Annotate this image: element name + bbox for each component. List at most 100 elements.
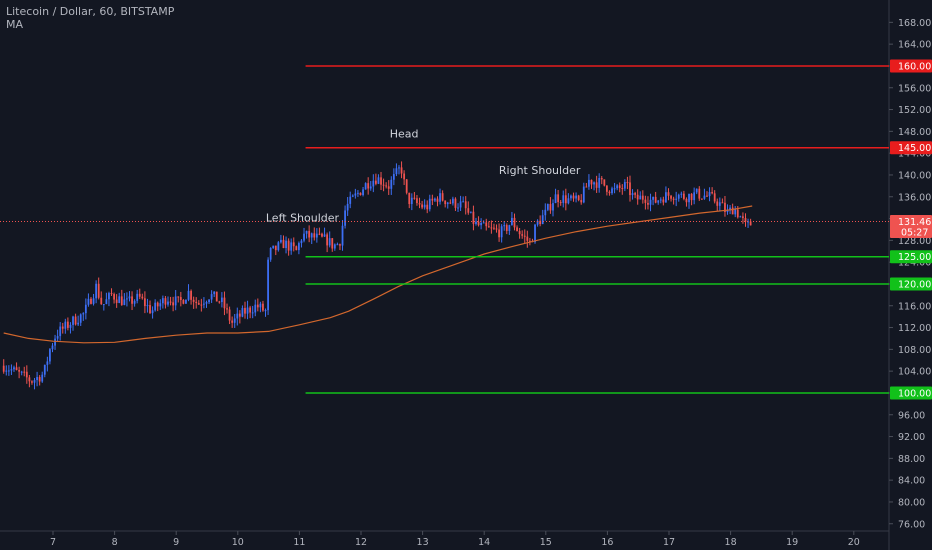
candle (205, 300, 208, 308)
level-label-bg (890, 141, 932, 155)
candle-body (149, 305, 151, 314)
candle (7, 365, 10, 376)
candle (392, 168, 395, 186)
candle-body (475, 221, 477, 224)
candle (493, 223, 495, 231)
candle (564, 188, 567, 211)
candle (154, 299, 157, 312)
candles (2, 161, 752, 390)
candle-body (102, 304, 105, 306)
time-tick-label: 10 (232, 537, 244, 548)
candle (575, 192, 577, 203)
candle-body (267, 259, 269, 311)
candle (444, 200, 447, 208)
candle (218, 300, 221, 304)
candle (711, 187, 714, 195)
candle-body (390, 179, 393, 189)
indicator-label: MA (6, 18, 24, 31)
candle-body (711, 192, 714, 194)
candle-body (464, 201, 467, 209)
candle-body (647, 202, 649, 205)
candle-body (595, 182, 598, 188)
candle (310, 232, 313, 245)
candle-body (223, 297, 226, 309)
candle-body (672, 198, 675, 200)
candle (31, 380, 33, 385)
candle (706, 191, 708, 198)
candle-body (744, 218, 747, 222)
candle-body (303, 233, 305, 241)
candle-body (313, 233, 316, 238)
candle-body (600, 177, 603, 180)
candle (290, 238, 293, 255)
candle-body (421, 204, 423, 208)
candle-body (554, 194, 557, 204)
candle (46, 356, 49, 372)
pattern-annotation: Right Shoulder (499, 164, 581, 177)
candle-body (51, 345, 54, 350)
candle (475, 217, 477, 226)
candle (526, 230, 529, 248)
candle-body (611, 188, 613, 194)
candle (10, 364, 13, 375)
candle (285, 236, 287, 254)
candle (300, 239, 303, 248)
candle-body (485, 222, 488, 227)
candle-body (97, 283, 100, 298)
candle (441, 190, 444, 202)
candle-body (713, 193, 716, 202)
candle (272, 245, 275, 249)
candle (557, 190, 560, 208)
candle (721, 198, 724, 204)
price-tick-label: 104.00 (898, 367, 931, 378)
candle-body (300, 240, 303, 244)
candle (156, 301, 159, 312)
candle-body (226, 308, 228, 310)
candle (408, 192, 411, 209)
price-tick-label: 136.00 (898, 192, 931, 203)
candle-body (54, 338, 56, 346)
candle-body (688, 193, 690, 203)
candle (451, 196, 454, 206)
candle-body (84, 304, 87, 314)
candle (128, 291, 131, 302)
candle (102, 304, 105, 311)
candle-body (292, 242, 295, 247)
candle (295, 245, 298, 251)
candle-body (269, 247, 272, 260)
candle-body (241, 307, 244, 317)
candle-body (382, 184, 385, 186)
candle (544, 203, 547, 221)
candle (36, 371, 38, 387)
level-label: 160.00 (898, 61, 931, 72)
candle-body (369, 186, 372, 189)
candle (536, 219, 539, 227)
candle-body (439, 193, 441, 202)
candle (123, 293, 126, 306)
candle-body (95, 283, 98, 299)
candle (305, 230, 308, 239)
candle (105, 292, 108, 305)
candle (516, 225, 518, 232)
candle (195, 297, 198, 309)
candle-body (698, 188, 701, 199)
candle-body (675, 198, 678, 200)
candle (69, 322, 72, 334)
candle-body (92, 298, 95, 304)
price-tick-label: 156.00 (898, 83, 931, 94)
candle (670, 194, 672, 202)
candle-body (400, 167, 403, 174)
candle (143, 291, 146, 314)
candle (354, 188, 357, 199)
candle (346, 197, 349, 216)
candle (495, 224, 498, 233)
candle (149, 300, 151, 315)
candle-body (264, 310, 267, 312)
candle-body (541, 215, 544, 225)
candle (469, 211, 472, 214)
candle-body (323, 234, 326, 237)
candle (636, 189, 639, 205)
candle (344, 205, 346, 229)
candle (521, 230, 524, 239)
